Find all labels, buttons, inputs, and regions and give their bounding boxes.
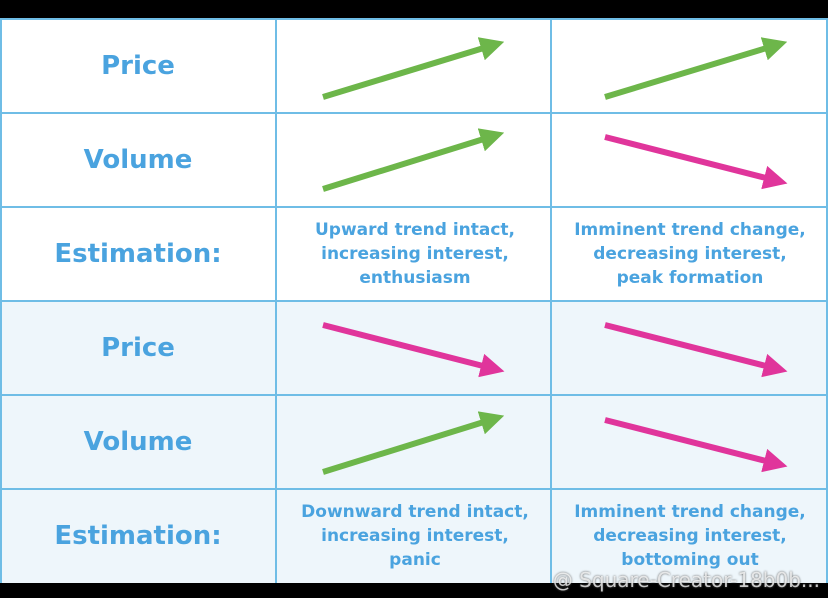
estimation-line: decreasing interest, [593, 244, 787, 264]
arrows [322, 37, 788, 475]
estimation-line: enthusiasm [359, 268, 471, 288]
up-arrow [322, 37, 505, 100]
watermark: @ Square-Creator-18b0b... [552, 568, 820, 592]
row-label: Volume [83, 145, 193, 175]
row-border [0, 112, 828, 114]
row-label: Volume [83, 427, 193, 457]
row-label: Price [101, 333, 175, 363]
estimation-line: Downward trend intact, [301, 502, 529, 522]
col-border [275, 18, 277, 583]
estimation-line: panic [389, 550, 441, 570]
estimation-line: Imminent trend change, [574, 220, 806, 240]
col-border [550, 18, 552, 583]
estimation-line: peak formation [616, 268, 764, 288]
up-arrow [604, 37, 788, 100]
estimation-line: bottoming out [621, 550, 759, 570]
row-border [0, 394, 828, 396]
row-border [0, 206, 828, 208]
row-border [0, 18, 828, 20]
estimation-cell: Imminent trend change, decreasing interes… [552, 207, 828, 301]
row-label: Estimation: [54, 239, 222, 269]
estimation-cell: Imminent trend change, decreasing interes… [552, 489, 828, 583]
estimation-line: increasing interest, [321, 526, 509, 546]
down-arrow [604, 134, 788, 190]
row-label: Estimation: [54, 521, 222, 551]
row-label: Price [101, 51, 175, 81]
estimation-line: increasing interest, [321, 244, 509, 264]
estimation-cell: Downward trend intact, increasing interes… [277, 489, 553, 583]
estimation-line: decreasing interest, [593, 526, 787, 546]
down-arrow [604, 322, 788, 378]
up-arrow [322, 411, 505, 475]
table: Price Volume Estimation: Upward trend intac… [0, 18, 828, 583]
row-border [0, 488, 828, 490]
down-arrow [322, 322, 505, 378]
col-border [0, 18, 2, 583]
down-arrow [604, 417, 788, 473]
row-border [0, 300, 828, 302]
estimation-line: Upward trend intact, [314, 220, 516, 240]
estimation-cell: Upward trend intact, increasing interest,… [277, 207, 553, 301]
up-arrow [322, 128, 505, 192]
col-border [826, 18, 828, 583]
estimation-line: Imminent trend change, [574, 502, 806, 522]
